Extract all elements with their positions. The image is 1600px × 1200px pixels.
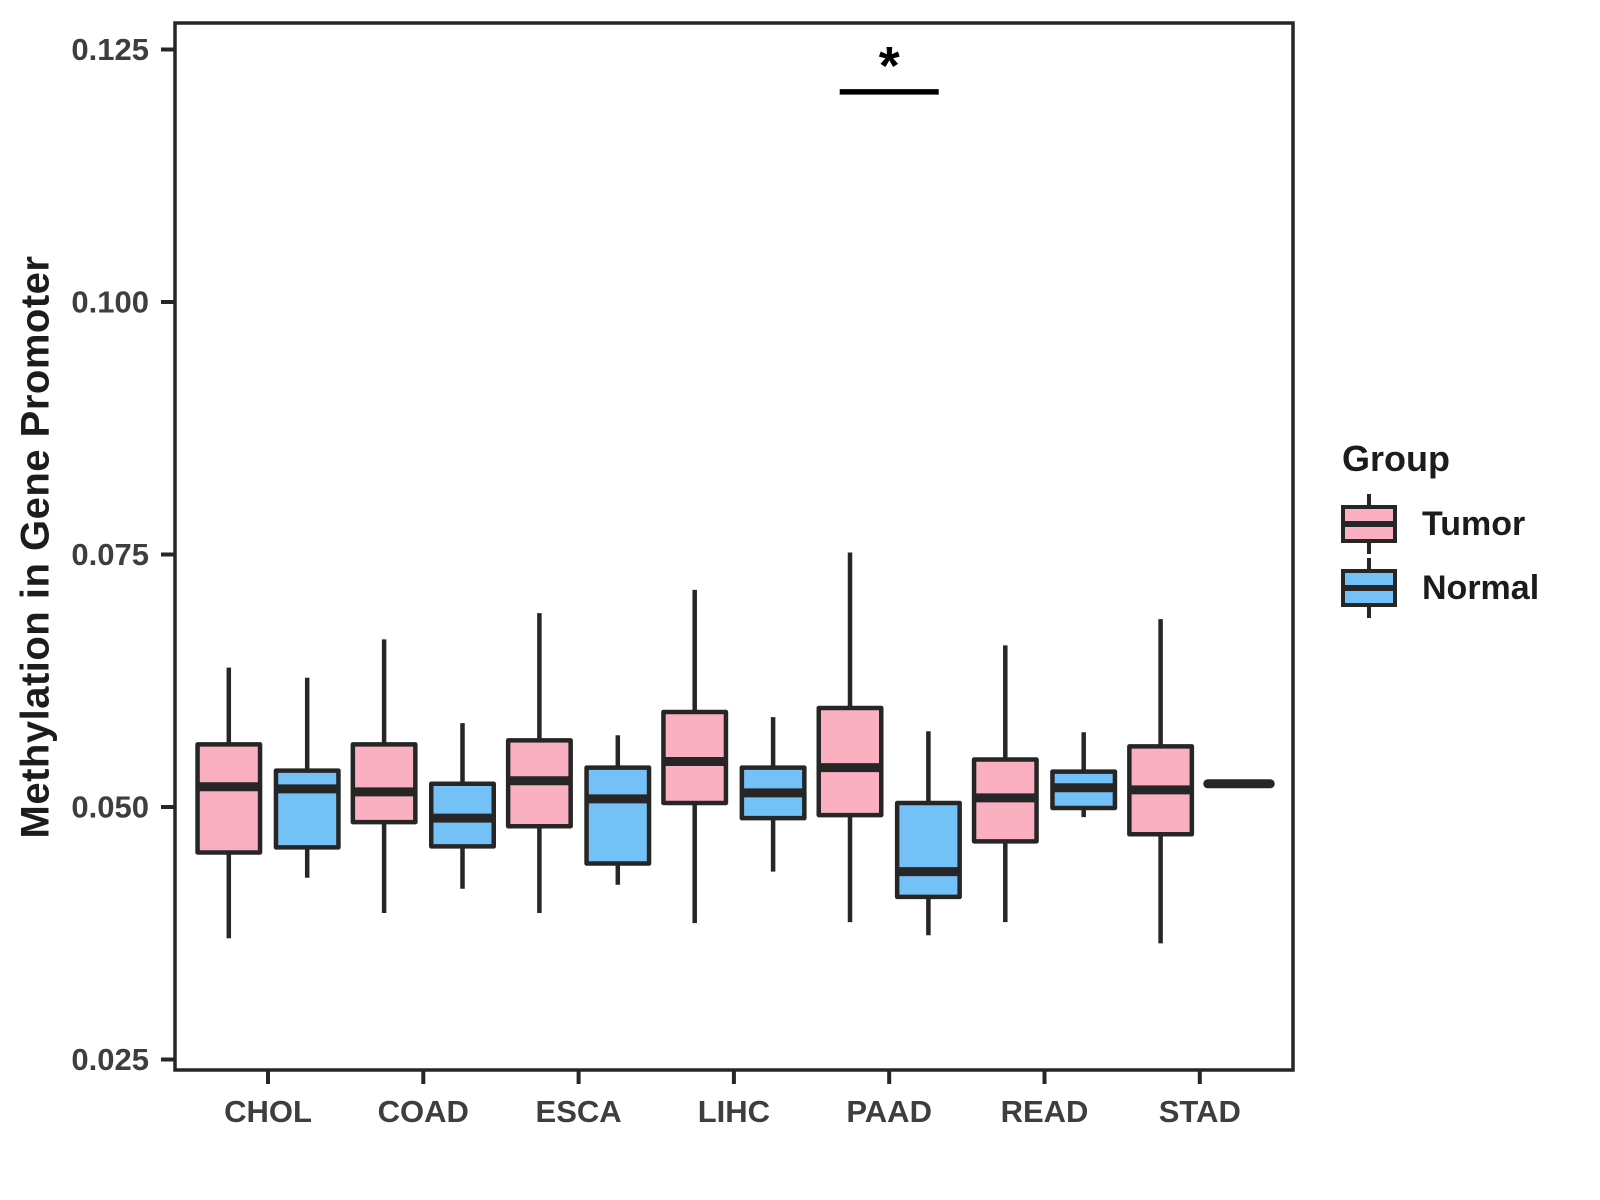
box-read-normal [1050,732,1118,818]
legend-title: Group [1342,438,1450,479]
y-tick-label: 0.050 [71,790,149,825]
y-axis-title: Methylation in Gene Promoter [13,255,58,839]
box-esca-normal [584,735,652,885]
box-stad-tumor [1127,619,1195,944]
legend-label-normal: Normal [1422,568,1540,607]
boxplot-key-icon [1341,558,1397,618]
x-tick-label-chol: CHOL [224,1094,312,1129]
x-tick-label-paad: PAAD [846,1094,932,1129]
box-coad-tumor [350,639,418,914]
box-chol-tumor [195,667,263,939]
box-read-tumor [971,645,1039,923]
y-tick-label: 0.125 [71,32,149,67]
box-lihc-tumor [661,589,729,924]
x-tick-label-esca: ESCA [536,1094,622,1129]
y-tick-label: 0.100 [71,285,149,320]
box-paad-normal [894,731,962,936]
legend-label-tumor: Tumor [1422,504,1526,543]
x-tick-label-stad: STAD [1159,1094,1241,1129]
boxplot-key-icon [1341,494,1397,554]
significance-annotation-paad: * [839,36,939,96]
x-tick-label-read: READ [1001,1094,1089,1129]
x-tick-label-coad: COAD [378,1094,469,1129]
box-coad-normal [429,723,496,889]
panel-border [173,21,1295,1072]
significance-star: * [879,36,900,96]
y-tick-label: 0.075 [71,537,149,572]
box-chol-normal [273,677,341,878]
x-tick-label-lihc: LIHC [698,1094,770,1129]
box-paad-tumor [816,552,884,923]
box-esca-tumor [505,613,573,914]
legend: Group Tumor Normal [1338,438,1539,620]
legend-entry-normal: Normal [1338,556,1539,620]
y-tick-label: 0.025 [71,1042,149,1077]
box-lihc-normal [739,717,807,872]
legend-entry-tumor: Tumor [1338,492,1539,556]
